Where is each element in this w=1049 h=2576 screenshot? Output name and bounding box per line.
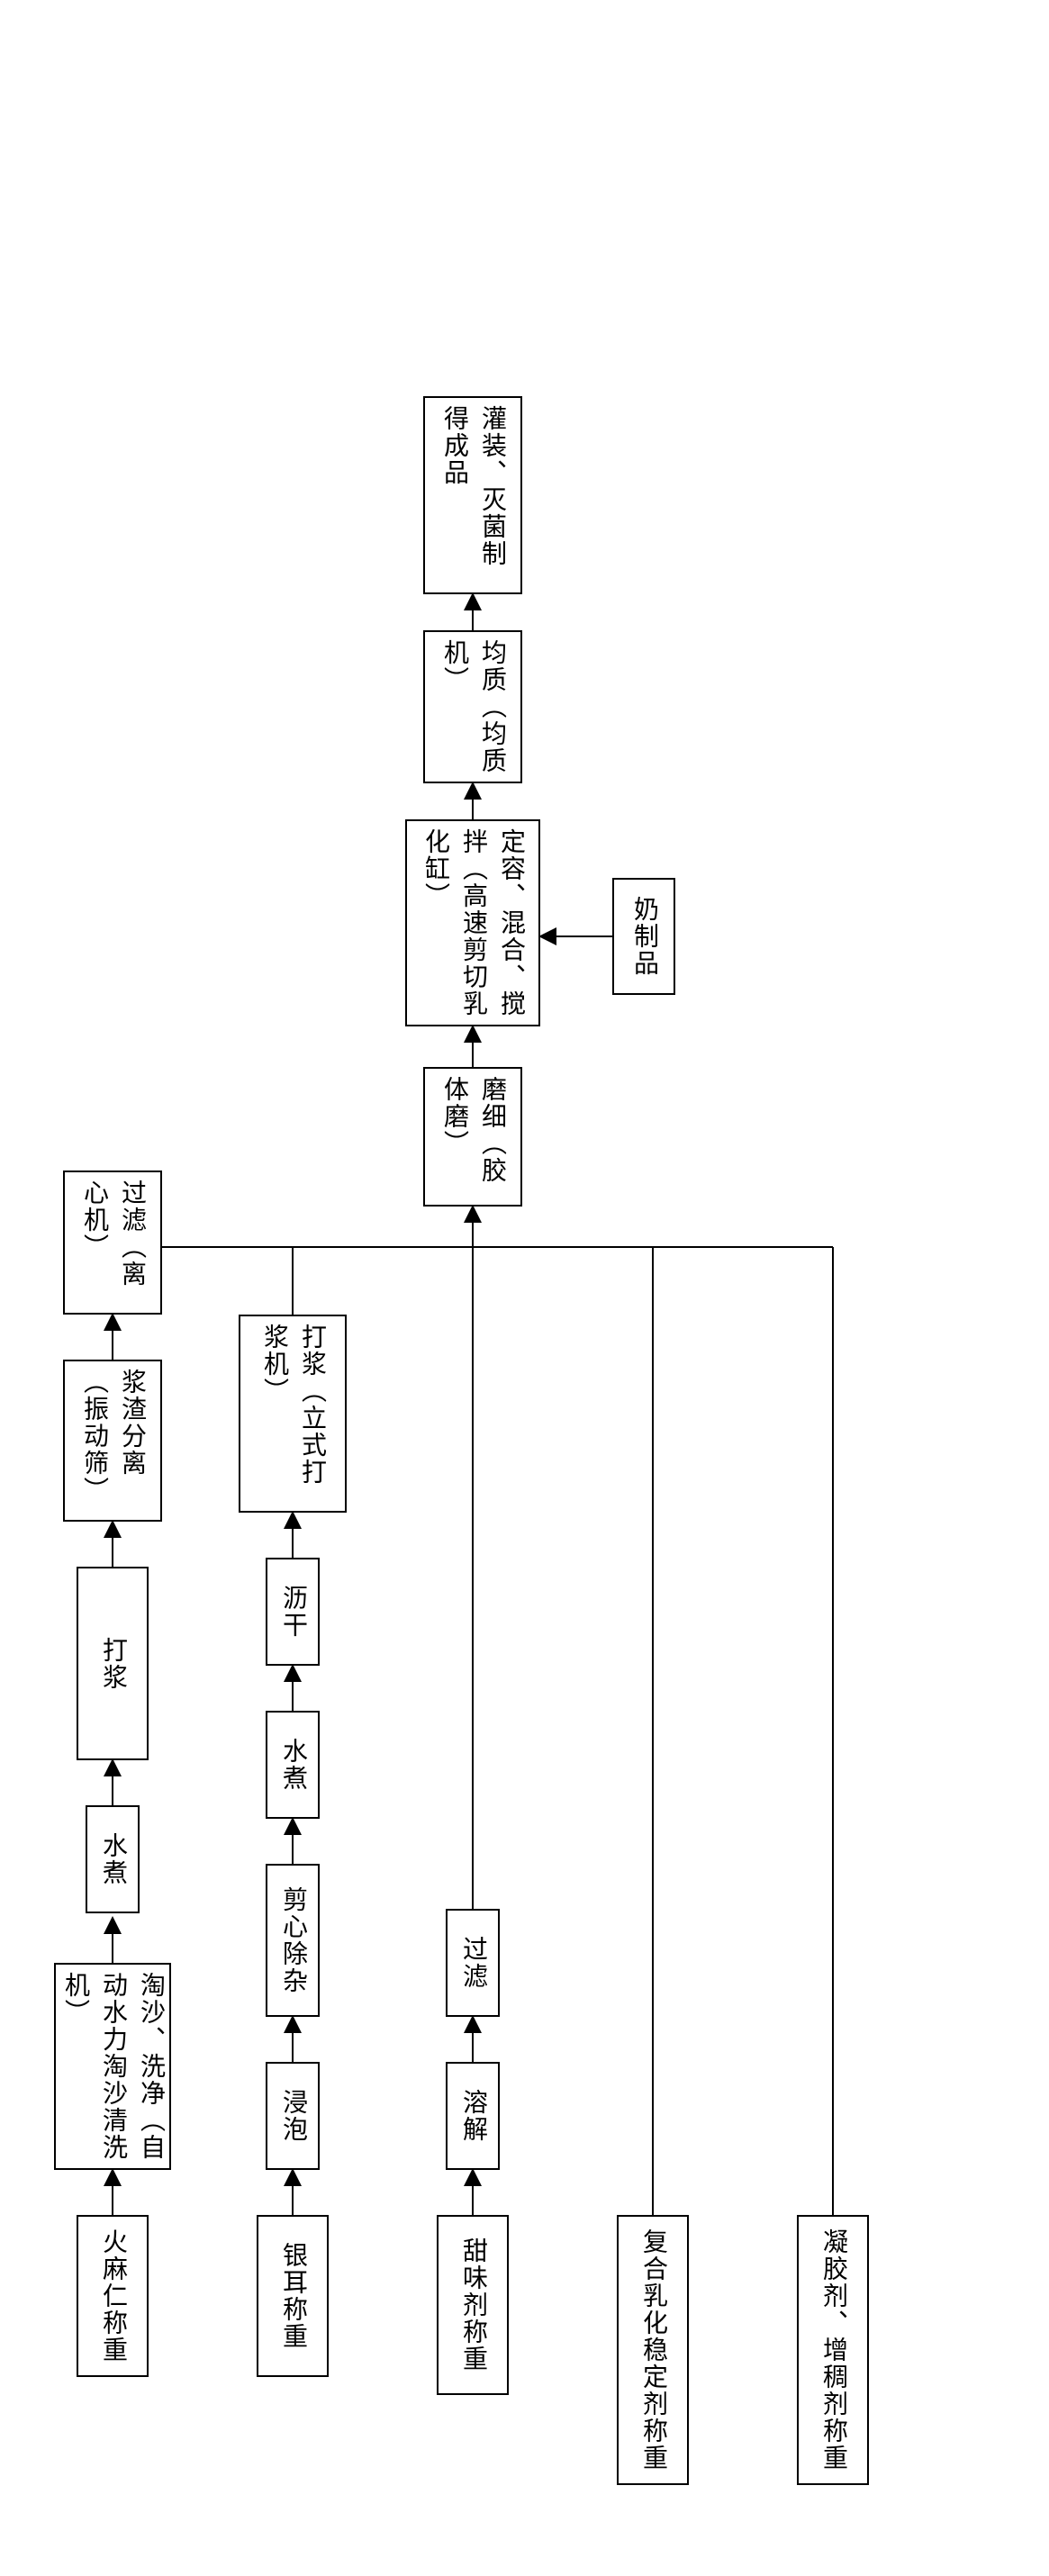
node-a5: 浆渣分离（振动筛） [63, 1360, 162, 1522]
node-e1: 凝胶剂、增稠剂称重 [797, 2215, 869, 2485]
node-m1-label: 磨细（胶体磨） [435, 1076, 511, 1198]
node-m2a: 奶制品 [612, 878, 675, 995]
node-b5: 沥干 [266, 1558, 320, 1666]
node-c3: 过滤 [446, 1909, 500, 2017]
node-c1-label: 甜味剂称重 [454, 2237, 492, 2373]
node-b3-label: 剪心除杂 [274, 1886, 312, 1994]
node-m2-label: 定容、混合、搅拌（高速剪切乳化缸） [416, 828, 529, 1017]
node-c3-label: 过滤 [454, 1936, 492, 1990]
node-c2: 溶解 [446, 2062, 500, 2170]
node-e1-label: 凝胶剂、增稠剂称重 [814, 2228, 852, 2472]
connectors-layer [36, 36, 1049, 2539]
node-b4-label: 水煮 [274, 1738, 312, 1792]
node-b1: 银耳称重 [257, 2215, 329, 2377]
node-m4-label: 灌装、灭菌制得成品 [435, 405, 511, 585]
node-a3-label: 水煮 [94, 1832, 131, 1886]
node-b5-label: 沥干 [274, 1585, 312, 1639]
node-a2-label: 淘沙、洗净（自动水力淘沙清洗机） [56, 1972, 169, 2161]
node-d1-label: 复合乳化稳定剂称重 [634, 2228, 672, 2472]
node-b2: 浸泡 [266, 2062, 320, 2170]
node-m3: 均质（均质机） [423, 630, 522, 783]
node-b4: 水煮 [266, 1711, 320, 1819]
node-b2-label: 浸泡 [274, 2089, 312, 2143]
node-a4: 打浆 [77, 1567, 149, 1760]
node-b3: 剪心除杂 [266, 1864, 320, 2017]
node-c2-label: 溶解 [454, 2089, 492, 2143]
node-a6-label: 过滤（离心机） [75, 1180, 150, 1306]
node-m1: 磨细（胶体磨） [423, 1067, 522, 1207]
node-a5-label: 浆渣分离（振动筛） [75, 1369, 150, 1513]
node-m3-label: 均质（均质机） [435, 639, 511, 774]
flowchart-root: 火麻仁称重 淘沙、洗净（自动水力淘沙清洗机） 水煮 打浆 浆渣分离（振动筛） 过… [36, 36, 1013, 2539]
node-b1-label: 银耳称重 [274, 2242, 312, 2350]
node-a1-label: 火麻仁称重 [94, 2228, 131, 2364]
node-d1: 复合乳化稳定剂称重 [617, 2215, 689, 2485]
node-a4-label: 打浆 [94, 1637, 131, 1691]
node-b6-label: 打浆（立式打浆机） [255, 1324, 330, 1504]
node-m2a-label: 奶制品 [625, 896, 663, 977]
node-m4: 灌装、灭菌制得成品 [423, 396, 522, 594]
node-c1: 甜味剂称重 [437, 2215, 509, 2395]
node-a3: 水煮 [86, 1805, 140, 1913]
node-b6: 打浆（立式打浆机） [239, 1315, 347, 1513]
node-m2: 定容、混合、搅拌（高速剪切乳化缸） [405, 819, 540, 1026]
node-a2: 淘沙、洗净（自动水力淘沙清洗机） [54, 1963, 171, 2170]
node-a1: 火麻仁称重 [77, 2215, 149, 2377]
node-a6: 过滤（离心机） [63, 1170, 162, 1315]
